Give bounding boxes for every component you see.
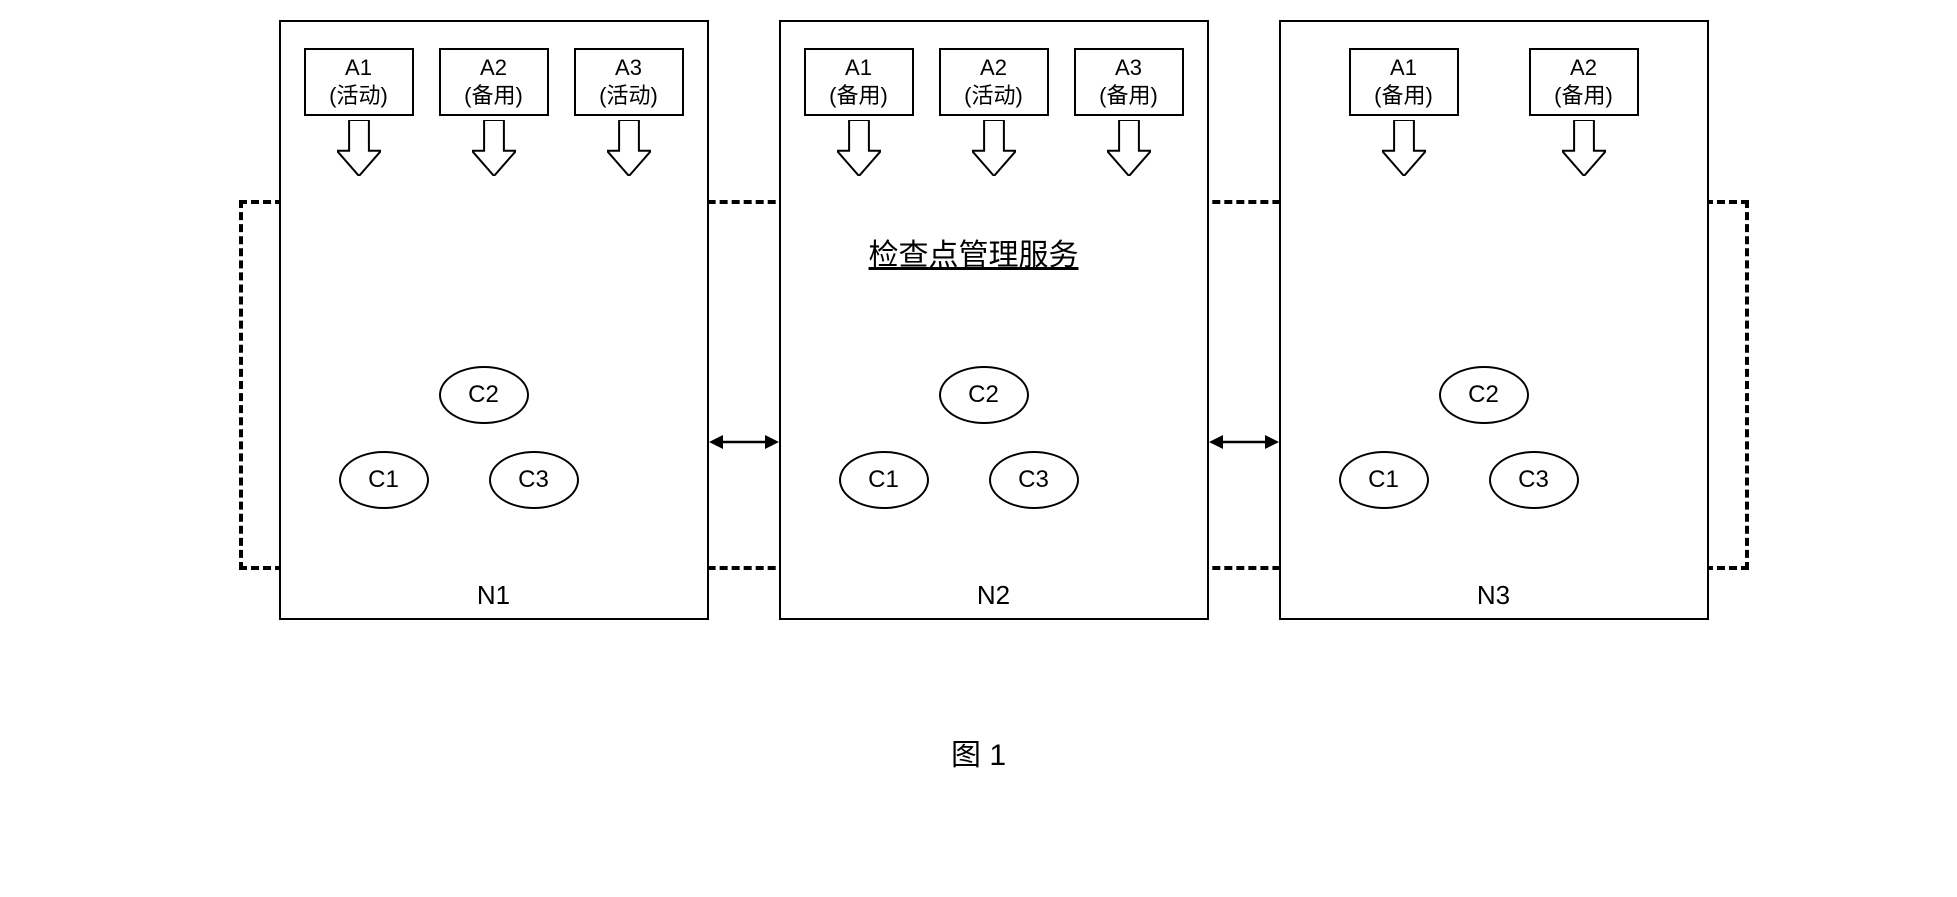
checkpoint-label: C3	[1018, 466, 1049, 494]
down-arrow-icon	[337, 120, 381, 176]
down-arrow-icon	[972, 120, 1016, 176]
checkpoint-label: C1	[368, 466, 399, 494]
node-label: N1	[469, 580, 519, 611]
figure-label: 图 1	[20, 730, 1937, 774]
app-name: A1	[312, 54, 406, 82]
checkpoint-label: C3	[518, 466, 549, 494]
down-arrow-icon	[472, 120, 516, 176]
app-name: A2	[947, 54, 1041, 82]
node-label: N2	[969, 580, 1019, 611]
app-status: (备用)	[812, 82, 906, 110]
app-status: (备用)	[447, 82, 541, 110]
app-name: A2	[1537, 54, 1631, 82]
checkpoint-oval: C2	[939, 366, 1029, 424]
checkpoint-label: C2	[468, 381, 499, 409]
sync-arrow-icon	[709, 430, 779, 454]
down-arrow-icon	[607, 120, 651, 176]
down-arrow-icon	[837, 120, 881, 176]
checkpoint-label: C1	[868, 466, 899, 494]
app-name: A3	[1082, 54, 1176, 82]
app-name: A1	[812, 54, 906, 82]
checkpoint-oval: C2	[439, 366, 529, 424]
checkpoint-label: C2	[968, 381, 999, 409]
checkpoint-oval: C2	[1439, 366, 1529, 424]
checkpoint-oval: C3	[989, 451, 1079, 509]
app-box: A2(活动)	[939, 48, 1049, 116]
checkpoint-oval: C3	[489, 451, 579, 509]
checkpoint-oval: C1	[839, 451, 929, 509]
app-box: A1(活动)	[304, 48, 414, 116]
app-box: A1(备用)	[1349, 48, 1459, 116]
app-box: A2(备用)	[1529, 48, 1639, 116]
app-status: (活动)	[312, 82, 406, 110]
app-box: A3(活动)	[574, 48, 684, 116]
sync-arrow-icon	[1209, 430, 1279, 454]
app-name: A3	[582, 54, 676, 82]
down-arrow-icon	[1107, 120, 1151, 176]
down-arrow-icon	[1562, 120, 1606, 176]
checkpoint-label: C3	[1518, 466, 1549, 494]
app-status: (活动)	[582, 82, 676, 110]
app-name: A2	[447, 54, 541, 82]
node-box-n3	[1279, 20, 1709, 620]
service-label: 检查点管理服务	[869, 230, 1079, 274]
node-label: N3	[1469, 580, 1519, 611]
app-status: (备用)	[1082, 82, 1176, 110]
checkpoint-label: C2	[1468, 381, 1499, 409]
app-status: (活动)	[947, 82, 1041, 110]
diagram-container: A1(活动)A2(备用)A3(活动)C1C2C3N1A1(备用)A2(活动)A3…	[229, 20, 1729, 720]
checkpoint-oval: C1	[339, 451, 429, 509]
app-box: A1(备用)	[804, 48, 914, 116]
checkpoint-oval: C3	[1489, 451, 1579, 509]
down-arrow-icon	[1382, 120, 1426, 176]
checkpoint-label: C1	[1368, 466, 1399, 494]
app-name: A1	[1357, 54, 1451, 82]
app-status: (备用)	[1357, 82, 1451, 110]
app-status: (备用)	[1537, 82, 1631, 110]
checkpoint-oval: C1	[1339, 451, 1429, 509]
app-box: A3(备用)	[1074, 48, 1184, 116]
app-box: A2(备用)	[439, 48, 549, 116]
